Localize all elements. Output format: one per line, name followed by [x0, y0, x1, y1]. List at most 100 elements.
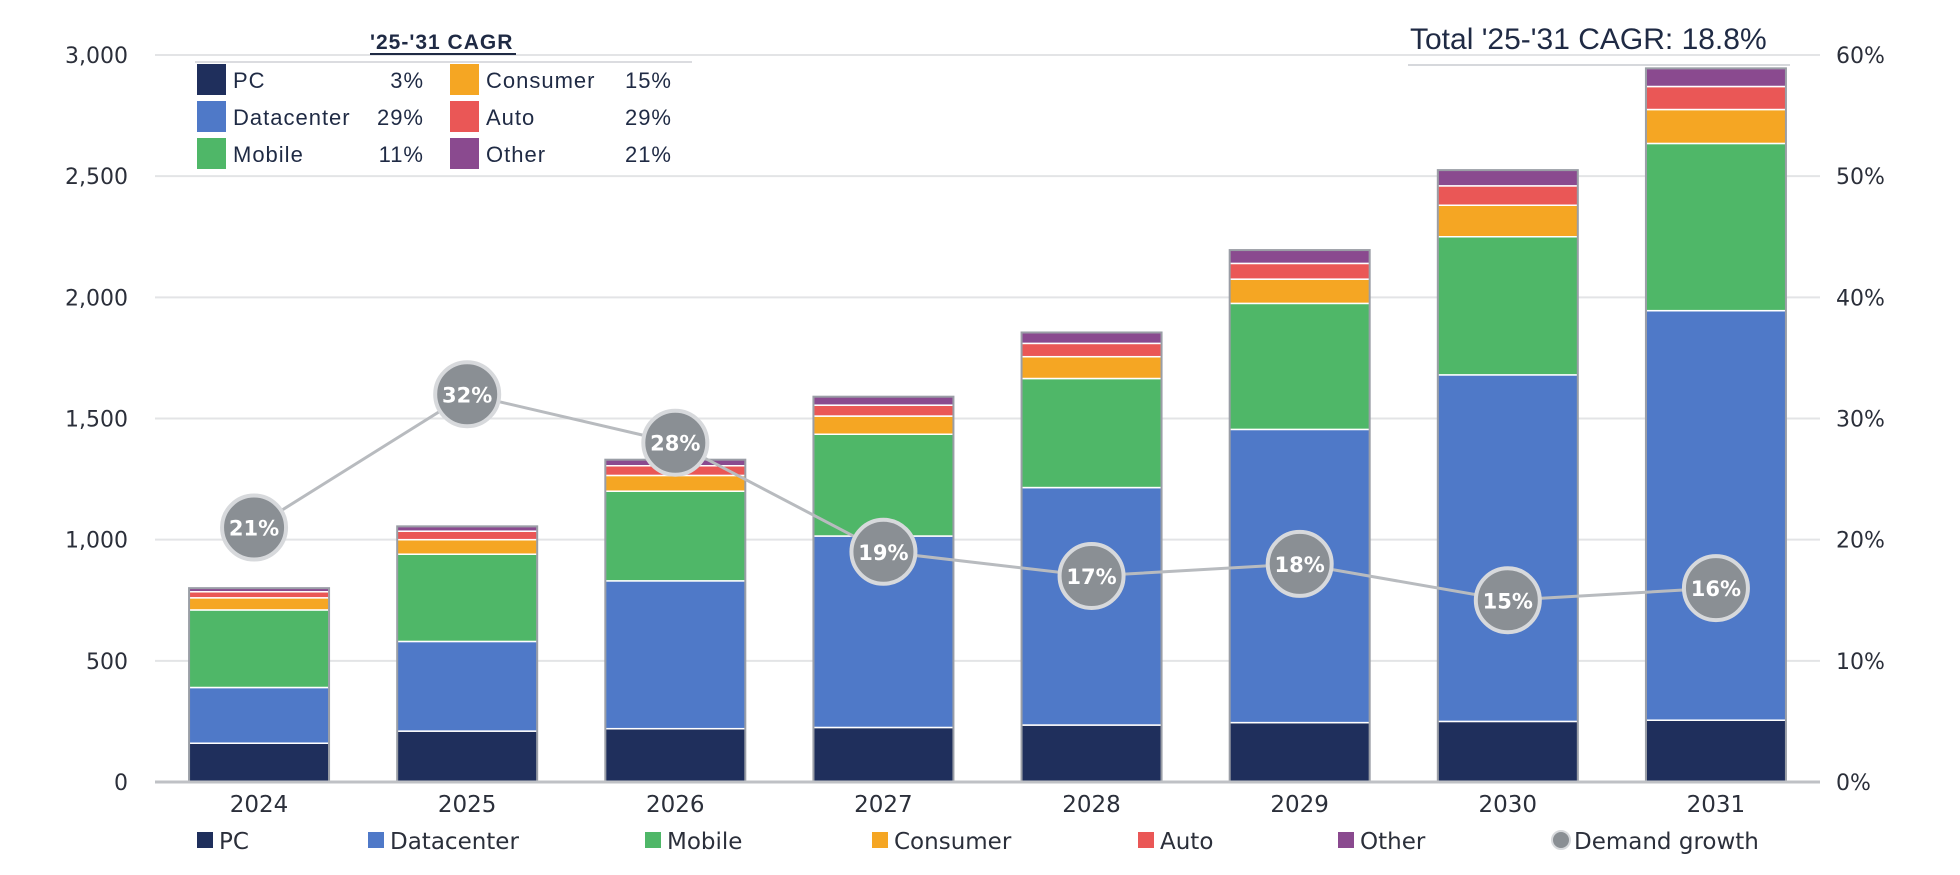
- bar-segment-datacenter: [604, 580, 747, 730]
- bar-segment-other: [812, 395, 955, 406]
- legend-label: Consumer: [894, 829, 1012, 855]
- legend: PC Datacenter Mobile Consumer Auto Other Deman…: [197, 829, 1759, 855]
- legend-swatch: [872, 832, 888, 848]
- x-tick-label: 2031: [1687, 792, 1746, 818]
- demand-growth-line: 21% 32% 28% 19% 17% 18% 15% 16%: [220, 360, 1750, 635]
- cagr-swatch: [450, 138, 479, 169]
- bar-segment-pc: [1645, 719, 1787, 783]
- y-right-tick-label: 20%: [1836, 529, 1885, 554]
- bar-segment-datacenter: [1437, 374, 1579, 723]
- y-right-tick-label: 40%: [1836, 286, 1885, 311]
- legend-label: Demand growth: [1574, 829, 1759, 855]
- y-tick-label: 1,000: [65, 529, 128, 554]
- demand-growth-point: [1681, 554, 1750, 623]
- cagr-table: '25-'31 CAGR PC 3% Datacenter 29% Mobile 11% Co…: [195, 31, 692, 169]
- y-right-tick-label: 60%: [1836, 44, 1885, 69]
- legend-label: Other: [1360, 829, 1426, 855]
- y-tick-label: 0: [114, 771, 128, 796]
- bar-segment-consumer: [396, 538, 538, 555]
- cagr-swatch: [197, 101, 226, 132]
- bar-segment-mobile: [1645, 142, 1787, 312]
- bar-segment-auto: [1228, 262, 1371, 280]
- bar-segment-other: [1645, 67, 1787, 88]
- cagr-series-value: 21%: [625, 142, 672, 167]
- legend-label: Datacenter: [390, 829, 519, 855]
- demand-growth-label: 32%: [442, 383, 492, 407]
- demand-growth-label: 28%: [650, 432, 700, 456]
- cagr-swatch: [450, 101, 479, 132]
- bar-segment-auto: [188, 591, 330, 599]
- bar-segment-other: [1228, 249, 1371, 265]
- y-tick-label: 2,000: [65, 286, 128, 311]
- legend-marker: [1551, 830, 1571, 850]
- y-right-tick-label: 30%: [1836, 408, 1885, 433]
- bar-segment-pc: [1228, 721, 1371, 783]
- demand-growth-point: [849, 517, 918, 586]
- bar-segment-other: [1020, 331, 1163, 345]
- bar-segment-consumer: [188, 597, 330, 611]
- cagr-series-value: 29%: [625, 105, 672, 130]
- demand-growth-point: [433, 360, 502, 429]
- bar-segment-datacenter: [396, 640, 538, 732]
- legend-label: PC: [219, 829, 249, 855]
- bar-segment-mobile: [396, 553, 538, 643]
- demand-growth-series-line: [253, 392, 1717, 602]
- demand-growth-label: 18%: [1275, 553, 1325, 577]
- bar-segment-datacenter: [188, 686, 330, 744]
- x-tick-label: 2030: [1479, 792, 1538, 818]
- y-tick-label: 500: [86, 650, 128, 675]
- x-tick-label: 2028: [1062, 792, 1121, 818]
- bar-segment-mobile: [1228, 302, 1371, 431]
- x-tick-label: 2027: [854, 792, 913, 818]
- bar-segment-auto: [812, 404, 955, 417]
- cagr-series-name: Auto: [486, 105, 535, 130]
- y-tick-label: 2,500: [65, 165, 128, 190]
- legend-swatch: [197, 832, 213, 848]
- bar-segment-auto: [396, 530, 538, 541]
- cagr-series-value: 3%: [390, 68, 424, 93]
- demand-growth-point: [1473, 566, 1542, 635]
- bar-segment-auto: [1437, 185, 1579, 206]
- cagr-series-name: Mobile: [233, 142, 304, 167]
- cagr-series-value: 15%: [625, 68, 672, 93]
- bar-segment-mobile: [604, 490, 747, 582]
- bar-segment-consumer: [604, 474, 747, 492]
- bar-segment-consumer: [1228, 278, 1371, 305]
- bar-segment-pc: [604, 727, 747, 783]
- demand-growth-label: 15%: [1483, 589, 1533, 613]
- cagr-table-title: '25-'31 CAGR: [370, 31, 513, 54]
- demand-growth-label: 21%: [229, 517, 279, 541]
- bar-segment-consumer: [1020, 355, 1163, 380]
- bar-segment-pc: [1437, 720, 1579, 783]
- demand-growth-point: [641, 408, 710, 477]
- cagr-swatch: [197, 138, 226, 169]
- x-tick-label: 2026: [646, 792, 705, 818]
- legend-label: Mobile: [667, 829, 742, 855]
- bar-segment-mobile: [1437, 236, 1579, 376]
- total-cagr-text: Total '25-'31 CAGR: 18.8%: [1410, 23, 1767, 56]
- x-tick-label: 2029: [1270, 792, 1329, 818]
- bars: [188, 67, 1787, 784]
- legend-swatch: [368, 832, 384, 848]
- y-right-tick-label: 10%: [1836, 650, 1885, 675]
- cagr-series-value: 11%: [379, 142, 424, 167]
- bar-segment-auto: [1645, 85, 1787, 111]
- bar-segment-other: [1437, 169, 1579, 187]
- demand-growth-label: 19%: [858, 541, 908, 565]
- x-tick-label: 2024: [230, 792, 289, 818]
- y-tick-label: 1,500: [65, 408, 128, 433]
- cagr-series-name: Consumer: [486, 68, 595, 93]
- demand-growth-point: [220, 493, 289, 562]
- bar-segment-consumer: [1437, 204, 1579, 238]
- axes: 0 0% 500 10% 1,000 20% 1,500 30% 2,000 40% 2,500 50…: [65, 44, 1885, 818]
- bar-segment-pc: [812, 726, 955, 783]
- cagr-swatch: [450, 64, 479, 95]
- bar-segment-pc: [1020, 724, 1163, 783]
- cagr-series-value: 29%: [377, 105, 424, 130]
- cagr-series-name: Other: [486, 142, 546, 167]
- legend-swatch: [1338, 832, 1354, 848]
- bar-segment-pc: [396, 730, 538, 783]
- y-tick-label: 3,000: [65, 44, 128, 69]
- cagr-swatch: [197, 64, 226, 95]
- cagr-series-name: Datacenter: [233, 105, 351, 130]
